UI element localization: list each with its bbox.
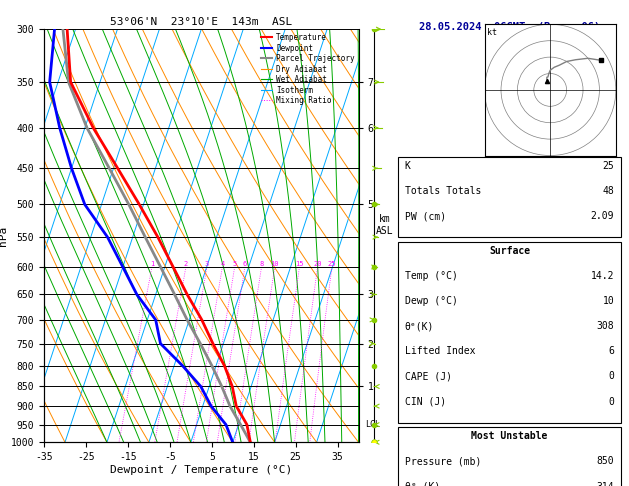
Text: PW (cm): PW (cm) [405,211,446,221]
Text: 15: 15 [295,261,304,267]
Text: 25: 25 [328,261,337,267]
Text: CAPE (J): CAPE (J) [405,371,452,382]
Text: 25: 25 [603,160,614,171]
Text: 0: 0 [608,371,614,382]
Text: 8: 8 [259,261,264,267]
Legend: Temperature, Dewpoint, Parcel Trajectory, Dry Adiabat, Wet Adiabat, Isotherm, Mi: Temperature, Dewpoint, Parcel Trajectory… [261,33,355,105]
Text: 2.09: 2.09 [591,211,614,221]
Text: 28.05.2024  06GMT  (Base: 06): 28.05.2024 06GMT (Base: 06) [419,21,600,32]
Text: 4: 4 [220,261,225,267]
Text: 2: 2 [184,261,188,267]
Text: Lifted Index: Lifted Index [405,347,476,356]
Text: θᵉ (K): θᵉ (K) [405,482,440,486]
Title: 53°06'N  23°10'E  143m  ASL: 53°06'N 23°10'E 143m ASL [110,17,292,27]
Text: Temp (°C): Temp (°C) [405,271,458,281]
Text: Most Unstable: Most Unstable [471,431,548,441]
Text: 308: 308 [596,321,614,331]
Text: CIN (J): CIN (J) [405,397,446,407]
Text: kt: kt [487,28,498,37]
Text: Dewp (°C): Dewp (°C) [405,296,458,306]
Text: K: K [405,160,411,171]
FancyBboxPatch shape [398,157,621,237]
Text: 1: 1 [150,261,154,267]
Text: Totals Totals: Totals Totals [405,186,481,196]
Text: 0: 0 [608,397,614,407]
Y-axis label: km
ASL: km ASL [376,214,393,236]
Text: Pressure (mb): Pressure (mb) [405,456,481,467]
Text: 10: 10 [270,261,279,267]
Y-axis label: hPa: hPa [0,226,8,246]
Text: 5: 5 [233,261,237,267]
FancyBboxPatch shape [398,428,621,486]
Text: 48: 48 [603,186,614,196]
Text: 6: 6 [608,347,614,356]
Text: 6: 6 [243,261,247,267]
Text: 314: 314 [596,482,614,486]
Text: 14.2: 14.2 [591,271,614,281]
Text: 10: 10 [603,296,614,306]
Text: 850: 850 [596,456,614,467]
X-axis label: Dewpoint / Temperature (°C): Dewpoint / Temperature (°C) [110,465,292,475]
Text: 3: 3 [205,261,209,267]
Text: θᵉ(K): θᵉ(K) [405,321,434,331]
Text: 20: 20 [313,261,322,267]
Text: Surface: Surface [489,245,530,256]
Text: LCL: LCL [365,420,380,429]
FancyBboxPatch shape [398,242,621,423]
